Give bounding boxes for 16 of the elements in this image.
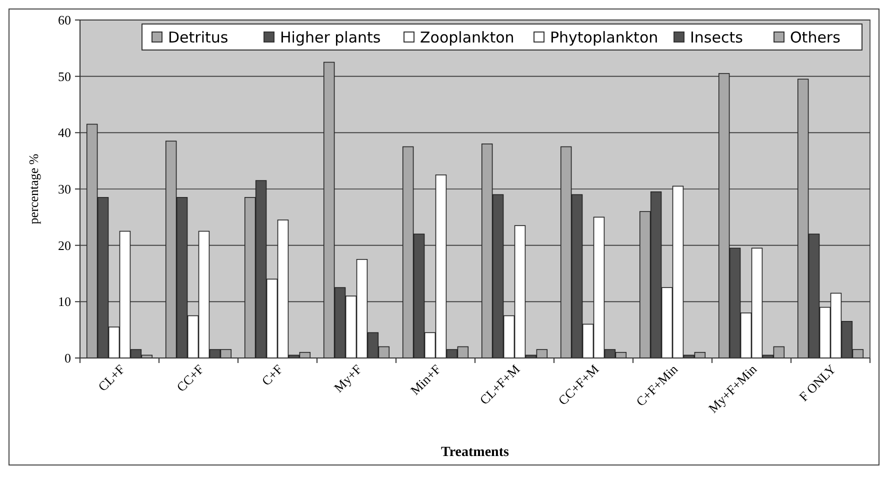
x-tick-label: C+F: [258, 362, 286, 389]
legend-label: Others: [790, 28, 841, 46]
legend-label: Phytoplankton: [550, 28, 658, 46]
legend-label: Detritus: [168, 28, 228, 46]
y-tick-label: 20: [58, 238, 71, 253]
y-axis-title: percentage %: [26, 154, 41, 224]
y-tick-label: 40: [58, 125, 71, 140]
y-tick-label: 30: [58, 182, 71, 197]
y-tick-label: 60: [58, 12, 71, 28]
legend-label: Higher plants: [280, 28, 381, 46]
legend-label: Zooplankton: [420, 28, 514, 46]
legend-label: Insects: [690, 28, 744, 46]
y-tick-label: 10: [58, 294, 71, 310]
y-tick-label: 0: [64, 350, 71, 366]
x-axis-title: Treatments: [441, 445, 510, 460]
y-tick-label: 50: [58, 68, 71, 84]
